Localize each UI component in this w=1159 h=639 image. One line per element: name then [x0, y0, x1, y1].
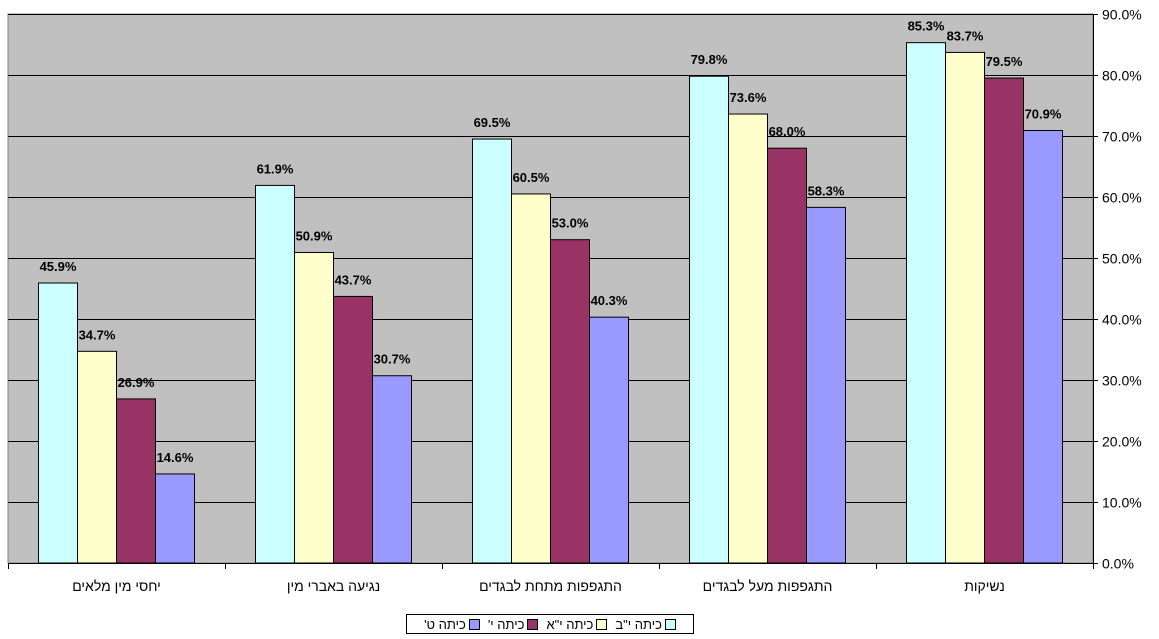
- legend-item: כיתה י"א: [546, 616, 608, 632]
- legend-swatch: [468, 618, 480, 630]
- x-tick-label: יחסי מין מלאים: [72, 578, 161, 594]
- data-label: 70.9%: [1025, 107, 1062, 122]
- data-label: 26.9%: [118, 375, 155, 390]
- y-tick-label: 0.0%: [1102, 556, 1134, 572]
- bar: [372, 375, 412, 564]
- legend-label: כיתה י"ב: [615, 616, 662, 632]
- data-label: 58.3%: [808, 183, 845, 198]
- bar: [945, 51, 985, 564]
- bar: [906, 42, 946, 564]
- data-label: 60.5%: [513, 170, 550, 185]
- bar: [984, 77, 1024, 564]
- data-label: 73.6%: [730, 90, 767, 105]
- data-label: 69.5%: [474, 115, 511, 130]
- bar: [589, 316, 629, 564]
- data-label: 43.7%: [335, 272, 372, 287]
- legend-label: כיתה י"א: [546, 616, 594, 632]
- y-tick-label: 20.0%: [1102, 434, 1142, 450]
- bar: [333, 295, 373, 564]
- x-tick-label: נגיעה באברי מין: [287, 578, 380, 594]
- y-tick-label: 40.0%: [1102, 312, 1142, 328]
- data-label: 79.5%: [986, 54, 1023, 69]
- axes: 0.0% 10.0% 20.0% 30.0% 40.0% 50.0% 60.0% 70.0% 8…: [8, 7, 1142, 594]
- bar: [767, 147, 807, 564]
- y-tick-label: 70.0%: [1102, 129, 1142, 145]
- x-tick-label: התגפפות מעל לבגדים: [703, 578, 833, 594]
- bar: [550, 239, 590, 564]
- legend: כיתה י"ב כיתה י"א כיתה י' כיתה ט': [406, 614, 694, 634]
- bar: [689, 75, 729, 564]
- bar-chart: 45.9% 34.7% 26.9% 14.6% 61.9% 50.9% 43.7% 30.7%…: [7, 7, 1142, 594]
- data-label: 79.8%: [691, 52, 728, 67]
- y-tick-label: 50.0%: [1102, 251, 1142, 267]
- bar: [116, 398, 156, 564]
- y-tick-label: 30.0%: [1102, 373, 1142, 389]
- data-labels: 45.9% 34.7% 26.9% 14.6% 61.9% 50.9% 43.7% 30.7%…: [40, 19, 1062, 465]
- data-label: 61.9%: [257, 161, 294, 176]
- data-label: 53.0%: [552, 216, 589, 231]
- data-label: 45.9%: [40, 259, 77, 274]
- x-tick-label: נשיקות: [964, 578, 1005, 594]
- bar: [472, 138, 512, 564]
- bar: [806, 206, 846, 564]
- x-tick-label: התגפפות מתחת לבגדים: [479, 578, 622, 594]
- data-label: 30.7%: [374, 352, 411, 367]
- bar: [155, 473, 195, 564]
- data-label: 14.6%: [157, 450, 194, 465]
- y-tick-label: 10.0%: [1102, 495, 1142, 511]
- legend-item: כיתה י': [488, 617, 539, 632]
- legend-item: כיתה י"ב: [615, 617, 676, 632]
- y-tick-label: 90.0%: [1102, 7, 1142, 23]
- bar: [1023, 130, 1063, 564]
- bars: [38, 42, 1063, 564]
- data-label: 40.3%: [591, 293, 628, 308]
- data-label: 34.7%: [79, 327, 116, 342]
- legend-swatch: [664, 618, 676, 630]
- bar: [77, 350, 117, 564]
- y-tick-label: 80.0%: [1102, 68, 1142, 84]
- bar: [728, 113, 768, 564]
- bar: [294, 252, 334, 564]
- legend-swatch: [596, 618, 608, 630]
- legend-label: כיתה י': [487, 616, 525, 632]
- bar: [255, 184, 295, 564]
- data-label: 85.3%: [908, 19, 945, 34]
- bar: [38, 282, 78, 564]
- y-tick-label: 60.0%: [1102, 190, 1142, 206]
- data-label: 68.0%: [769, 124, 806, 139]
- data-label: 83.7%: [947, 28, 984, 43]
- legend-label: כיתה ט': [424, 616, 466, 632]
- legend-swatch: [527, 618, 539, 630]
- bar: [511, 193, 551, 564]
- data-label: 50.9%: [296, 229, 333, 244]
- legend-item: כיתה ט': [424, 617, 480, 632]
